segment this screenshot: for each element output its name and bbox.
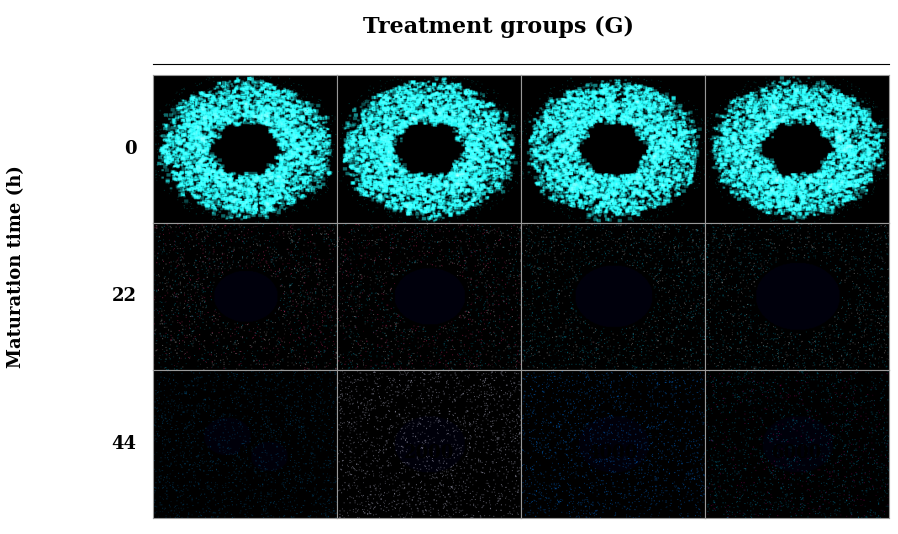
Text: 22: 22 [111, 287, 136, 305]
Text: 0: 0 [238, 444, 251, 462]
Text: 44: 44 [111, 435, 136, 453]
Text: Treatment groups (G): Treatment groups (G) [363, 16, 634, 38]
Text: 4000: 4000 [587, 444, 638, 462]
Text: 0: 0 [124, 139, 136, 158]
Text: Maturation time (h): Maturation time (h) [7, 166, 25, 368]
Text: 6000: 6000 [771, 444, 823, 462]
Text: 2000: 2000 [403, 444, 454, 462]
